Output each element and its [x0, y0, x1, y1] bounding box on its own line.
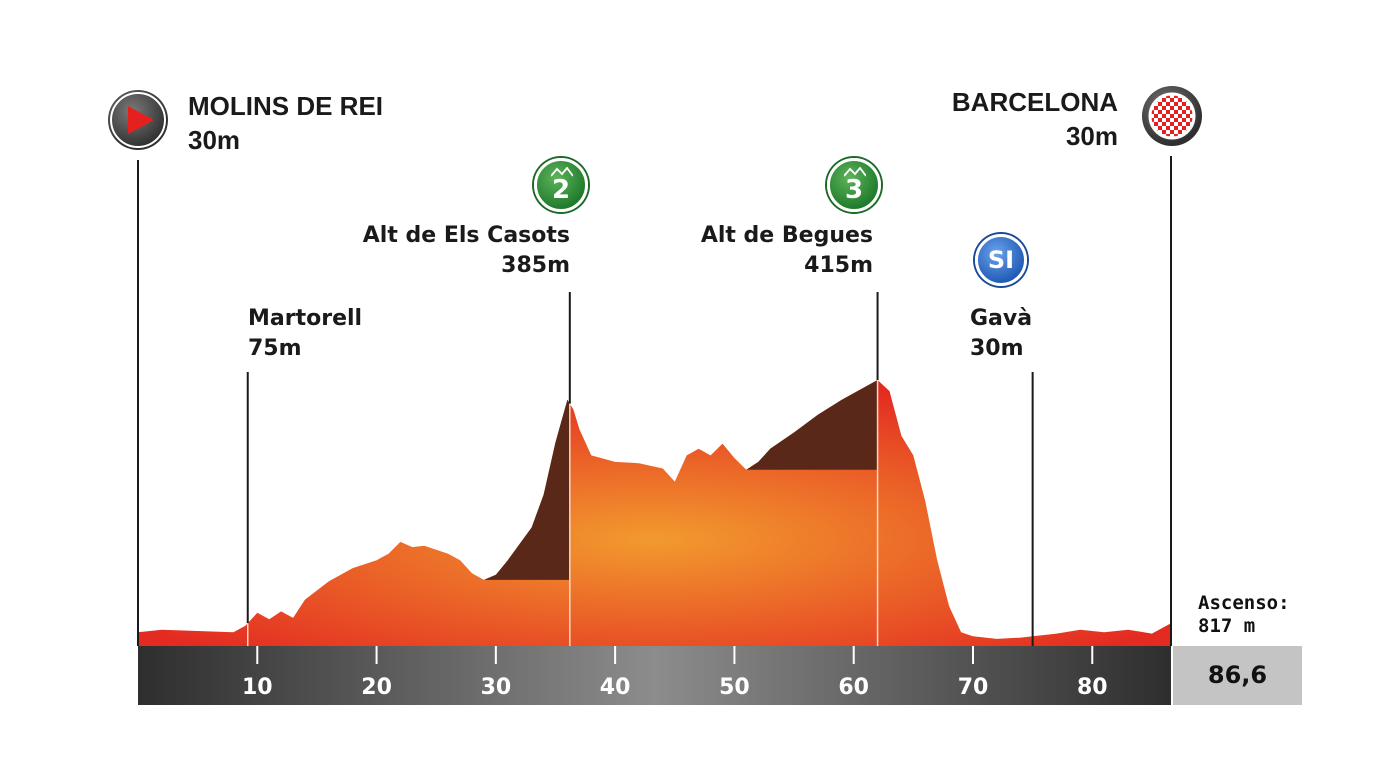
climb-2-elevation: 415m — [804, 253, 873, 278]
total-climb-label: Ascenso: — [1198, 592, 1290, 614]
start-name: MOLINS DE REI — [188, 91, 384, 121]
kom-cat-2-icon: 2 — [534, 158, 588, 212]
total-distance: 86,6 — [1173, 646, 1302, 705]
sprint-place-elevation: 30m — [970, 336, 1024, 361]
kom-cat-3-icon: 3 — [827, 158, 881, 212]
climb-2-name: Alt de Begues — [700, 223, 873, 248]
finish-icon — [1142, 86, 1202, 146]
total-climb: Ascenso: 817 m — [1198, 592, 1290, 638]
martorell-elevation: 75m — [248, 336, 302, 361]
x-tick-label: 60 — [838, 675, 869, 700]
x-tick-label: 80 — [1076, 675, 1108, 700]
x-tick-label: 20 — [361, 675, 392, 700]
x-tick-label: 70 — [957, 675, 989, 700]
sprint-place-name: Gavà — [970, 306, 1033, 331]
x-tick-label: 10 — [241, 675, 273, 700]
climb-segment-1 — [483, 399, 570, 580]
kom-cat-3-number: 3 — [844, 175, 864, 205]
climb-1-elevation: 385m — [501, 253, 570, 278]
kom-cat-2-number: 2 — [551, 175, 571, 205]
x-tick-label: 50 — [719, 675, 750, 700]
climb-segment-2 — [746, 380, 878, 470]
x-tick-label: 40 — [599, 675, 631, 700]
martorell-name: Martorell — [248, 306, 363, 331]
start-icon — [108, 90, 168, 150]
elevation-area — [138, 380, 1171, 646]
climb-1-name: Alt de Els Casots — [362, 223, 570, 248]
x-tick-label: 30 — [480, 675, 512, 700]
total-climb-value: 817 m — [1198, 614, 1256, 637]
sprint-badge-text: SI — [987, 246, 1015, 274]
finish-name: BARCELONA — [951, 87, 1118, 117]
sprint-icon: SI — [975, 234, 1027, 286]
finish-elevation: 30m — [1065, 121, 1118, 151]
axis-bar — [138, 646, 1171, 705]
start-elevation: 30m — [188, 125, 241, 155]
